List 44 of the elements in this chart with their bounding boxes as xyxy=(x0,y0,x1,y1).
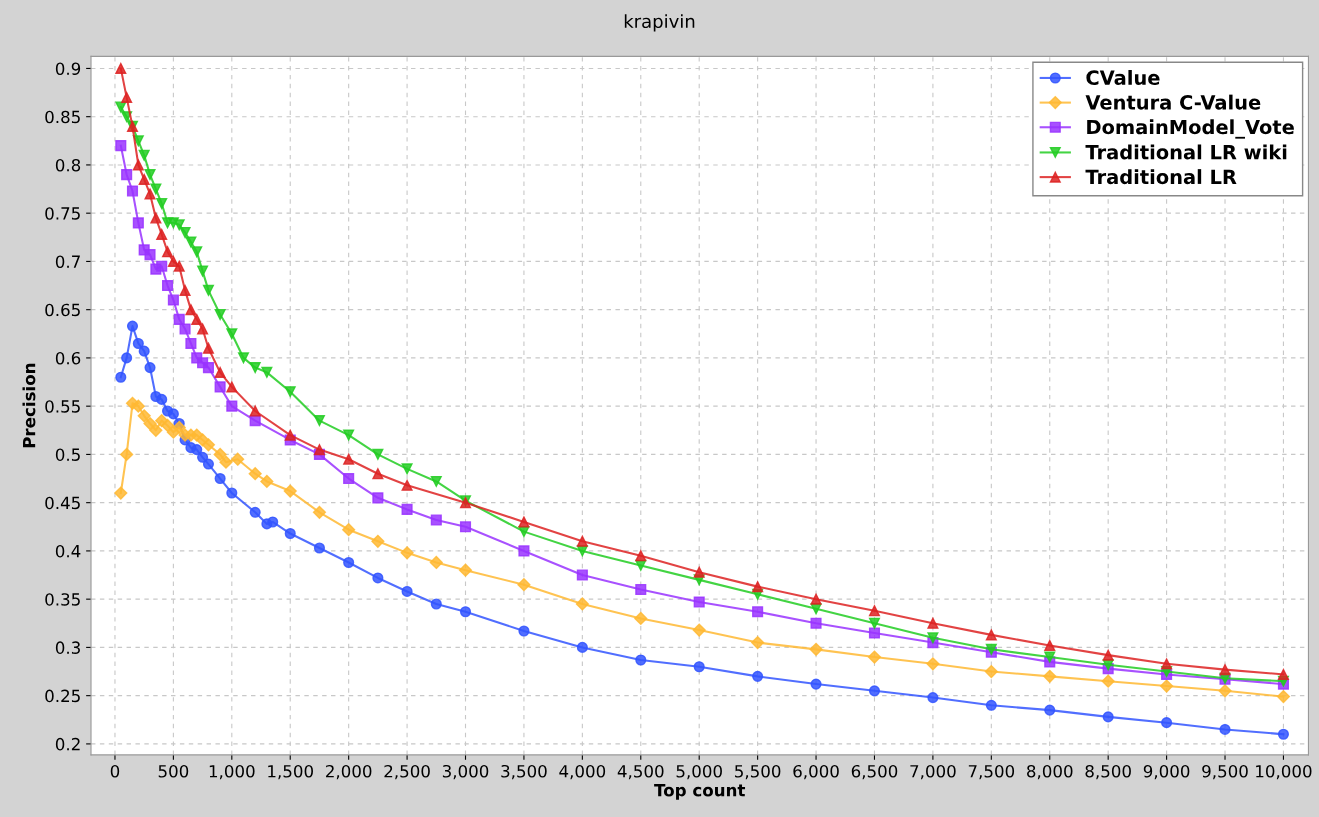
y-tick-label: 0.35 xyxy=(45,593,80,606)
x-tick-label: 4,000 xyxy=(559,764,606,780)
y-tick-label: 0.75 xyxy=(45,207,80,220)
y-axis-title: Precision xyxy=(22,363,36,448)
y-tick-label: 0.65 xyxy=(45,303,80,317)
x-tick-label: 3,500 xyxy=(501,764,547,780)
y-tick-label: 0.85 xyxy=(45,110,80,124)
x-tick-label: 9,000 xyxy=(1143,764,1190,780)
y-tick-label: 0.5 xyxy=(55,448,80,461)
x-tick-label: 7,500 xyxy=(968,764,1015,780)
x-tick-label: 2,500 xyxy=(384,764,430,780)
x-tick-label: 1,500 xyxy=(268,764,313,780)
legend-label: DomainModel_Vote xyxy=(1087,119,1294,139)
y-tick-label: 0.8 xyxy=(55,158,81,172)
legend-label: Traditional LR xyxy=(1085,169,1237,185)
x-tick-label: 4,500 xyxy=(617,764,664,780)
x-tick-label: 6,500 xyxy=(851,764,898,780)
y-tick-label: 0.2 xyxy=(55,737,80,751)
x-tick-label: 8,500 xyxy=(1085,764,1131,780)
y-tick-label: 0.45 xyxy=(45,496,80,510)
x-tick-label: 7,000 xyxy=(910,764,956,780)
y-tick-label: 0.25 xyxy=(45,689,80,703)
x-tick-label: 10,000 xyxy=(1256,764,1312,780)
x-tick-label: 3,000 xyxy=(442,764,489,780)
y-tick-label: 0.7 xyxy=(55,255,80,268)
legend-label: Ventura C-Value xyxy=(1085,94,1261,110)
x-tick-label: 1,000 xyxy=(209,764,255,780)
legend-label: CValue xyxy=(1086,69,1160,86)
y-tick-label: 0.55 xyxy=(45,400,80,413)
legend-label: Traditional LR wiki xyxy=(1085,144,1287,160)
x-tick-label: 8,000 xyxy=(1027,764,1073,780)
x-tick-label: 0 xyxy=(110,764,120,778)
x-tick-label: 6,000 xyxy=(793,764,839,780)
x-tick-label: 2,000 xyxy=(326,764,372,780)
x-axis-title: Top count xyxy=(654,784,746,800)
y-tick-label: 0.6 xyxy=(55,351,81,365)
chart-title: krapivin xyxy=(624,14,695,32)
x-tick-label: 5,000 xyxy=(676,764,722,780)
x-tick-label: 9,500 xyxy=(1202,764,1248,780)
x-tick-label: 500 xyxy=(158,764,189,778)
y-tick-label: 0.4 xyxy=(55,544,81,558)
y-tick-label: 0.9 xyxy=(55,62,81,75)
x-tick-label: 5,500 xyxy=(735,764,781,780)
y-tick-label: 0.3 xyxy=(55,641,80,654)
